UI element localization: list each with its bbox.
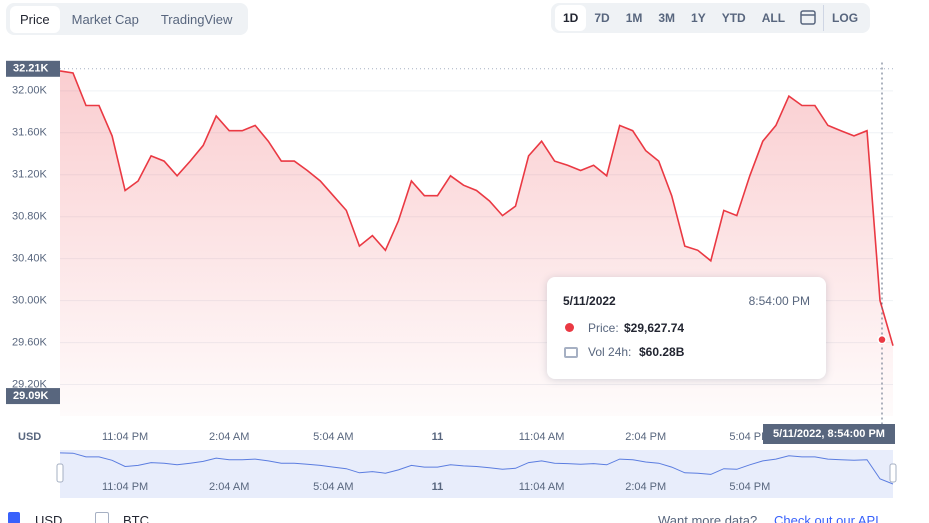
range[interactable]: 3M (658, 11, 676, 25)
y-tick-label: 30.80K (12, 211, 48, 223)
navigator-tick-label: 2:04 PM (625, 481, 666, 493)
tab[interactable]: TradingView (160, 11, 233, 27)
range[interactable]: ALL (761, 11, 786, 25)
y-tick-label: 31.20K (12, 169, 48, 181)
navigator-handle[interactable] (889, 463, 897, 483)
x-tick-label: 11:04 AM (519, 431, 565, 443)
range[interactable]: 1M (625, 11, 643, 25)
x-tick-label: 2:04 PM (625, 431, 666, 443)
x-tick-label: 11 (432, 431, 444, 443)
y-tick-label: 29.20K (12, 378, 48, 390)
y-tick-label: 32.00K (12, 85, 48, 97)
navigator-tick-label: 11:04 AM (519, 481, 565, 493)
tab[interactable]: Market Cap (71, 11, 139, 27)
tab[interactable]: Price (10, 5, 60, 33)
x-tick-label: 11:04 PM (102, 431, 148, 443)
price-dot (565, 323, 574, 332)
marker-dot (877, 334, 887, 345)
api-link[interactable]: Check out our API (774, 513, 879, 523)
view-tabs: Price Market Cap TradingView (6, 3, 249, 35)
x-tick-label: 5:04 PM (729, 431, 770, 443)
navigator-tick-label: 2:04 AM (209, 481, 249, 493)
calendar-icon[interactable] (793, 8, 823, 28)
high-box (6, 60, 60, 77)
usd-toggle[interactable]: USD (35, 513, 63, 523)
checkbox[interactable] (95, 512, 109, 523)
navigator[interactable] (60, 450, 893, 498)
btc-toggle[interactable]: BTC (123, 513, 149, 523)
y-tick-label: 29.60K (12, 336, 48, 348)
navigator-tick-label: 11 (432, 481, 444, 493)
vol-icon (564, 347, 578, 358)
tooltip-time: 8:54:00 PM (748, 294, 810, 308)
time-label: 5/11/2022, 8:54:00 PM (773, 428, 885, 440)
navigator-tick-label: 5:04 PM (729, 481, 770, 493)
low-box (6, 388, 60, 405)
checkbox[interactable] (8, 512, 20, 523)
currency-label: USD (18, 431, 41, 443)
y-tick-label: 31.60K (12, 127, 48, 139)
more-data: Want more data? (658, 513, 758, 523)
tooltip-date: 5/11/2022 (563, 294, 616, 308)
navigator-handle[interactable] (56, 463, 64, 483)
navigator-line (59, 452, 894, 485)
low-label: 29.09K (13, 390, 49, 402)
high-label: 32.21K (13, 63, 49, 75)
range[interactable]: YTD (721, 11, 746, 25)
y-tick-label: 30.40K (12, 253, 48, 265)
range[interactable]: 7D (594, 11, 610, 25)
range[interactable]: 1Y (691, 11, 706, 25)
range-tabs: 1D 7D 1M 3M 1Y YTD ALL LOG (551, 3, 871, 33)
price-line (59, 70, 894, 346)
tooltip: 5/11/2022 8:54:00 PM Price: $29,627.74 V… (547, 277, 826, 379)
x-tick-label: 5:04 AM (313, 431, 353, 443)
range[interactable]: 1D (555, 5, 587, 31)
y-tick-label: 30.00K (12, 295, 48, 307)
price-label: Price: (588, 321, 619, 335)
navigator-tick-label: 5:04 AM (313, 481, 353, 493)
vol-label: Vol 24h: (588, 345, 632, 359)
log-toggle[interactable]: LOG (823, 5, 866, 31)
x-tick-label: 2:04 AM (209, 431, 249, 443)
navigator-tick-label: 11:04 PM (102, 481, 148, 493)
vol-value: $60.28B (639, 345, 685, 359)
price-value: $29,627.74 (624, 321, 685, 335)
time-box (763, 424, 895, 444)
